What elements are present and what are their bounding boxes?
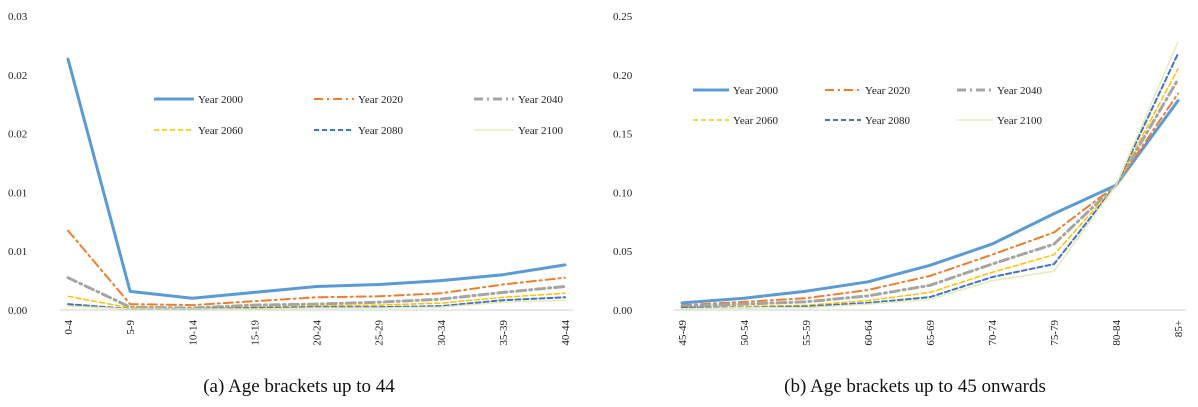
series-line-year-2000	[680, 99, 1180, 305]
x-tick-label: 35-39	[498, 320, 510, 346]
legend-label: Year 2000	[198, 94, 244, 106]
legend-label: Year 2000	[733, 85, 779, 97]
series-line-year-2100	[67, 299, 566, 310]
figure-caption: (a) Age brackets up to 44	[203, 376, 395, 397]
series-line-year-2020	[681, 92, 1179, 307]
y-tick-label: 0.01	[8, 246, 27, 258]
y-tick-label: 0.01	[8, 187, 27, 199]
x-tick-label: 25-29	[374, 320, 386, 346]
legend-label: Year 2040	[997, 85, 1043, 97]
series-line-year-2040	[66, 276, 567, 310]
x-tick-label: 80-84	[1111, 320, 1123, 346]
legend-label: Year 2020	[865, 85, 911, 97]
x-tick-label: 55-59	[801, 320, 813, 346]
y-tick-label: 0.00	[8, 305, 28, 317]
y-tick-label: 0.15	[613, 129, 633, 141]
figure-caption: (b) Age brackets up to 45 onwards	[784, 376, 1046, 397]
x-tick-label: 60-64	[863, 320, 875, 346]
legend-label: Year 2100	[997, 115, 1043, 127]
y-tick-label: 0.25	[613, 11, 633, 23]
x-tick-label: 0-4	[63, 320, 75, 335]
x-tick-label: 30-34	[436, 320, 448, 346]
x-tick-label: 5-9	[125, 320, 137, 335]
legend-label: Year 2020	[358, 94, 404, 106]
x-tick-label: 65-69	[925, 320, 937, 346]
y-tick-label: 0.10	[613, 187, 633, 199]
legend-label: Year 2060	[733, 115, 779, 127]
x-tick-label: 20-24	[312, 320, 324, 346]
x-tick-label: 50-54	[739, 320, 751, 346]
x-tick-label: 40-44	[560, 320, 572, 346]
series-line-year-2000	[66, 57, 567, 300]
x-tick-label: 15-19	[249, 320, 261, 346]
y-tick-label: 0.03	[8, 11, 28, 23]
x-tick-label: 85+	[1173, 320, 1185, 337]
y-tick-label: 0.20	[613, 70, 633, 82]
series-line-year-2020	[67, 229, 566, 307]
y-tick-label: 0.05	[613, 246, 633, 258]
x-tick-label: 10-14	[187, 320, 199, 346]
series-line-year-2100	[681, 41, 1179, 310]
legend-label: Year 2080	[358, 125, 404, 137]
series-line-year-2060	[681, 68, 1179, 309]
legend-label: Year 2100	[518, 125, 564, 137]
x-tick-label: 45-49	[677, 320, 689, 346]
chart-panel-b: 0.00 0.05 0.10 0.15 0.20 0.25 45-49 50-54 55-59 6…	[613, 11, 1186, 397]
chart-panel-a: 0.00 0.01 0.01 0.02 0.02 0.03 0-4 5-9 10-14 15-19…	[8, 11, 573, 397]
legend-label: Year 2080	[865, 115, 911, 127]
y-tick-label: 0.00	[613, 305, 633, 317]
legend-label: Year 2040	[518, 94, 564, 106]
x-tick-label: 75-79	[1049, 320, 1061, 346]
x-tick-label: 70-74	[987, 320, 999, 346]
series-line-year-2040	[680, 78, 1180, 308]
legend-label: Year 2060	[198, 125, 244, 137]
y-tick-label: 0.02	[8, 129, 27, 141]
y-tick-label: 0.02	[8, 70, 27, 82]
